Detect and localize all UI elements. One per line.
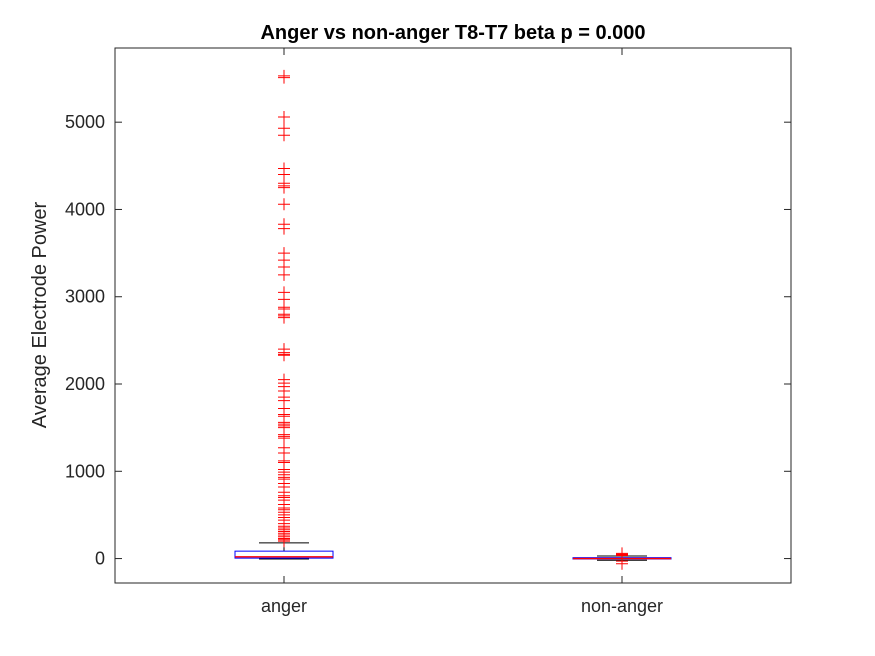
outlier-marker	[278, 311, 290, 324]
outlier-marker	[278, 129, 290, 142]
box-group-anger	[234, 69, 334, 560]
y-tick-label: 2000	[65, 374, 105, 394]
chart-title: Anger vs non-anger T8-T7 beta p = 0.000	[260, 22, 645, 44]
y-tick-label: 5000	[65, 112, 105, 132]
outlier-marker	[278, 535, 290, 548]
y-tick-label: 4000	[65, 199, 105, 219]
outlier-marker	[278, 71, 290, 84]
box-group-nonanger	[572, 547, 672, 570]
outlier-marker	[278, 268, 290, 281]
outlier-marker	[278, 349, 290, 362]
outlier-marker	[278, 181, 290, 194]
axes-box	[114, 47, 792, 584]
y-tick-label: 1000	[65, 461, 105, 481]
x-tick-label: anger	[261, 596, 307, 616]
plot-area	[234, 69, 672, 570]
axes-frame: 0 1000 2000 3000 4000 5000 anger non-anger	[65, 47, 792, 616]
y-tick-label: 0	[95, 549, 105, 569]
x-tick-label: non-anger	[581, 596, 663, 616]
y-tick-label: 3000	[65, 287, 105, 307]
y-axis-label: Average Electrode Power	[29, 201, 51, 428]
outlier-marker	[278, 198, 290, 211]
outlier-marker	[278, 110, 290, 123]
iqr-box	[234, 550, 334, 559]
outlier-marker	[616, 557, 628, 570]
outlier-marker	[278, 222, 290, 235]
